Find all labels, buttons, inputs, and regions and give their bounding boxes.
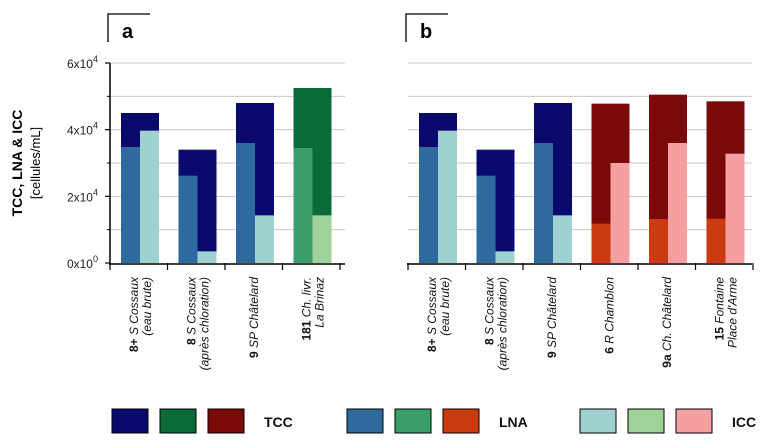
category-group: 181 Ch. livr. La Brinaz (281, 88, 341, 341)
bar-icc (610, 163, 630, 263)
legend-item-lna: LNA (346, 408, 528, 434)
bar-icc (312, 215, 332, 263)
bar-lna (121, 147, 140, 263)
y-tick-label: 0x100 (67, 254, 98, 271)
bar-lna (178, 175, 198, 263)
category-group: 9 SP Châtelard (224, 103, 274, 358)
legend-swatch (111, 408, 149, 434)
legend-swatch (442, 408, 480, 434)
category-label: 8 S Cossaux (482, 276, 496, 345)
category-group: 6 R Chamblon (579, 103, 630, 354)
bar-lna (419, 147, 438, 263)
category-label: 9 SP Châtelard (545, 277, 559, 358)
category-label-line2: (après chloration) (197, 277, 211, 370)
panel-label: b (420, 21, 432, 43)
y-tick-label: 6x104 (67, 54, 98, 71)
legend-swatch (579, 408, 617, 434)
legend-swatch (159, 408, 197, 434)
bar-icc (255, 215, 274, 263)
legend-label: ICC (732, 414, 756, 430)
bar-icc (553, 215, 572, 263)
bar-icc (668, 143, 687, 263)
category-label-line2: Place d'Arme (725, 277, 739, 348)
panel-a: a 0x100 2x104 4x104 6x104 8+ S Cossaux (eau br… (67, 13, 345, 370)
bar-lna (591, 223, 611, 263)
legend-swatch (207, 408, 245, 434)
category-group: 9 SP Châtelard (522, 103, 572, 358)
category-group: 8 S Cossaux (après chloration) (464, 149, 515, 370)
legend-swatch (346, 408, 384, 434)
panel-label: a (122, 21, 134, 43)
y-tick-label: 4x104 (67, 121, 98, 138)
y-axis-unit: [cellules/mL] (28, 127, 43, 199)
category-group: 8 S Cossaux (après chloration) (166, 149, 217, 370)
category-label: 181 Ch. livr. (299, 277, 313, 341)
bar-lna (534, 143, 553, 263)
legend-item-tcc: TCC (111, 408, 293, 434)
bar-icc (197, 251, 217, 263)
bar-icc (495, 251, 515, 263)
legend-item-icc: ICC (579, 408, 756, 434)
legend-swatch (675, 408, 713, 434)
bar-lna (649, 219, 668, 263)
category-group: 15 Fontaine Place d'Arme (694, 101, 754, 348)
bar-lna (236, 143, 255, 263)
bar-icc (140, 130, 159, 263)
panel-bracket (405, 13, 448, 42)
legend: TCC LNA ICC (111, 408, 756, 434)
bar-icc (725, 153, 745, 263)
bar-icc (438, 130, 457, 263)
y-axis-title: TCC, LNA & ICC [cellules/mL] (9, 110, 43, 217)
bar-lna (293, 148, 313, 263)
category-label-line2: (eau brute) (438, 277, 452, 336)
bar-lna (706, 218, 726, 263)
y-tick-label: 2x104 (67, 187, 98, 204)
legend-label: LNA (499, 414, 528, 430)
category-label: 6 R Chamblon (602, 277, 616, 354)
category-group: 8+ S Cossaux (eau brute) (407, 113, 457, 352)
category-label: 8 S Cossaux (184, 276, 198, 345)
category-group: 9a Ch. Châtelard (637, 94, 687, 368)
category-label: 9a Ch. Châtelard (660, 277, 674, 368)
bar-lna (476, 175, 496, 263)
legend-label: TCC (264, 414, 293, 430)
category-label-line2: La Brinaz (312, 277, 326, 328)
category-label-line2: (eau brute) (140, 277, 154, 336)
category-group: 8+ S Cossaux (eau brute) (109, 113, 159, 352)
category-label: 8+ S Cossaux (127, 276, 141, 352)
category-label: 9 SP Châtelard (247, 277, 261, 358)
category-label: 8+ S Cossaux (425, 276, 439, 352)
y-axis-label: TCC, LNA & ICC (9, 110, 25, 217)
panel-b: b8+ S Cossaux (eau brute)8 S Cossaux (aprè… (405, 13, 754, 370)
legend-swatch (394, 408, 432, 434)
panel-bracket (107, 13, 150, 42)
legend-swatch (627, 408, 665, 434)
category-label: 15 Fontaine (712, 277, 726, 341)
category-label-line2: (après chloration) (495, 277, 509, 370)
